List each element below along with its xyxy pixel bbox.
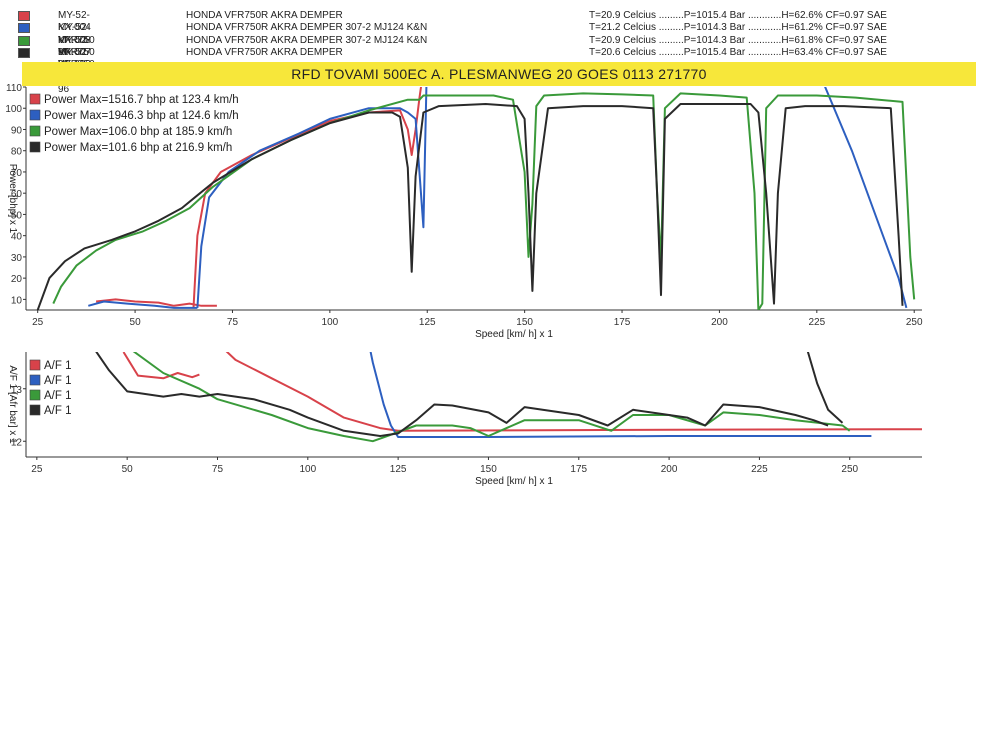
x-tick-label: 75 bbox=[212, 464, 224, 475]
legend-swatch bbox=[29, 359, 41, 371]
run-swatch-green bbox=[18, 35, 30, 46]
legend-label: Power Max=101.6 bhp at 216.9 km/h bbox=[44, 142, 232, 154]
run-swatch-red bbox=[18, 11, 30, 21]
condition-line: T=21.2 Celcius .........P=1014.3 Bar ...… bbox=[589, 22, 887, 34]
legend-swatch bbox=[29, 109, 41, 121]
y-tick-label: 90 bbox=[11, 125, 23, 136]
legend-label: A/F 1 bbox=[44, 360, 71, 372]
x-tick-label: 225 bbox=[808, 317, 825, 328]
y-tick-label: 40 bbox=[11, 232, 23, 243]
legend-label: A/F 1 bbox=[44, 375, 71, 387]
y-tick-label: 70 bbox=[11, 168, 23, 179]
power-chart: 25 50 75 100 125 150 175 200 225 250 10 20 30 40 50 60 7… bbox=[5, 83, 923, 340]
series-line bbox=[122, 352, 200, 380]
legend-label: Power Max=1946.3 bhp at 124.6 km/h bbox=[44, 110, 239, 122]
y-axis-label: A/F 1 [Afr bar] x 1 bbox=[7, 365, 18, 444]
x-tick-label: 200 bbox=[711, 317, 728, 328]
series-line bbox=[95, 352, 829, 437]
legend-swatch bbox=[29, 389, 41, 401]
legend-label: A/F 1 bbox=[44, 390, 71, 402]
series-line bbox=[196, 87, 428, 308]
x-tick-label: 25 bbox=[32, 317, 44, 328]
run-swatch-blue bbox=[18, 23, 30, 34]
y-tick-label: 10 bbox=[11, 295, 23, 306]
y-tick-label: 20 bbox=[11, 274, 23, 285]
x-tick-label: 100 bbox=[322, 317, 339, 328]
x-tick-label: 75 bbox=[227, 317, 239, 328]
legend-swatch bbox=[29, 93, 41, 105]
x-tick-label: 250 bbox=[841, 464, 858, 475]
series-line bbox=[52, 92, 916, 310]
run-swatch-black bbox=[18, 47, 30, 58]
x-tick-label: 200 bbox=[661, 464, 678, 475]
y-tick-label: 80 bbox=[11, 147, 23, 158]
legend-swatch bbox=[29, 141, 41, 153]
series-group bbox=[95, 352, 922, 443]
series-line bbox=[36, 103, 904, 310]
y-tick-label: 30 bbox=[11, 253, 23, 264]
x-tick-label: 175 bbox=[614, 317, 631, 328]
company-banner: RFD TOVAMI 500EC A. PLESMANWEG 20 GOES 0… bbox=[22, 62, 976, 86]
x-tick-label: 125 bbox=[390, 464, 407, 475]
y-tick-label: 50 bbox=[11, 210, 23, 221]
x-tick-label: 25 bbox=[31, 464, 43, 475]
run-description: HONDA VFR750R AKRA DEMPER 307-2 MJ124 K&… bbox=[186, 22, 428, 34]
series-line bbox=[824, 87, 908, 309]
legend-label: A/F 1 bbox=[44, 405, 71, 417]
run-id: MY-52-KX.004 VFR750 96 bbox=[58, 10, 95, 58]
x-tick-label: 100 bbox=[299, 464, 316, 475]
y-axis-label: Power [bhp] x 1 bbox=[7, 164, 18, 234]
x-tick-label: 175 bbox=[570, 464, 587, 475]
run-description: HONDA VFR750R AKRA DEMPER bbox=[186, 10, 343, 21]
conditions-list: T=20.9 Celcius .........P=1015.4 Bar ...… bbox=[589, 10, 887, 59]
x-tick-label: 225 bbox=[751, 464, 768, 475]
y-tick-label: 100 bbox=[5, 104, 22, 115]
condition-line: T=20.9 Celcius .........P=1014.3 Bar ...… bbox=[589, 34, 887, 46]
series-line bbox=[225, 352, 922, 432]
x-tick-label: 125 bbox=[419, 317, 436, 328]
x-tick-label: 50 bbox=[122, 464, 134, 475]
legend-swatch bbox=[29, 404, 41, 416]
legend-label: Power Max=1516.7 bhp at 123.4 km/h bbox=[44, 94, 239, 106]
y-tick-label: 110 bbox=[6, 83, 22, 94]
y-tick-label: 13 bbox=[11, 385, 23, 396]
series-line bbox=[132, 352, 851, 443]
run-description: HONDA VFR750R AKRA DEMPER bbox=[186, 46, 343, 58]
af-chart: 25 50 75 100 125 150 175 200 225 250 12 13 Speed [km… bbox=[7, 352, 922, 487]
condition-line: T=20.9 Celcius .........P=1015.4 Bar ...… bbox=[589, 10, 887, 21]
x-axis-label: Speed [km/ h] x 1 bbox=[475, 476, 553, 487]
x-tick-label: 150 bbox=[480, 464, 497, 475]
x-tick-label: 50 bbox=[130, 317, 142, 328]
y-tick-label: 12 bbox=[11, 437, 23, 448]
legend-label: Power Max=106.0 bhp at 185.9 km/h bbox=[44, 126, 232, 138]
series-line bbox=[369, 352, 872, 438]
series-group bbox=[36, 87, 916, 310]
condition-line: T=20.6 Celcius .........P=1015.4 Bar ...… bbox=[589, 46, 887, 58]
x-tick-label: 250 bbox=[906, 317, 923, 328]
legend-swatch bbox=[29, 374, 41, 386]
x-axis-label: Speed [km/ h] x 1 bbox=[475, 329, 553, 340]
y-tick-label: 60 bbox=[11, 189, 23, 200]
series-line bbox=[95, 298, 217, 307]
x-tick-label: 150 bbox=[516, 317, 533, 328]
run-description: HONDA VFR750R AKRA DEMPER 307-2 MJ124 K&… bbox=[186, 34, 428, 46]
series-line bbox=[88, 300, 198, 309]
series-line bbox=[806, 352, 844, 424]
legend-swatch bbox=[29, 125, 41, 137]
